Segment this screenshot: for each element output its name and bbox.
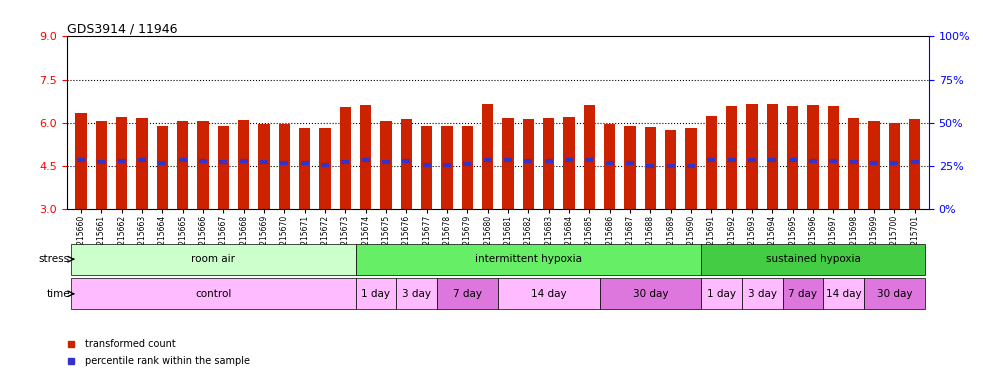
Bar <box>889 123 900 209</box>
Bar <box>701 278 742 309</box>
Text: transformed count: transformed count <box>85 339 175 349</box>
Bar <box>807 105 819 209</box>
Bar <box>502 118 514 209</box>
Bar <box>177 121 189 209</box>
Bar <box>848 118 859 209</box>
Bar <box>259 124 269 209</box>
Bar <box>665 130 676 209</box>
Text: 14 day: 14 day <box>826 289 861 299</box>
Bar <box>909 119 920 209</box>
Bar <box>787 106 798 209</box>
Bar <box>868 121 880 209</box>
Bar <box>706 116 717 209</box>
Text: 3 day: 3 day <box>748 289 777 299</box>
Bar <box>685 128 697 209</box>
Bar <box>624 126 636 209</box>
Bar <box>864 278 925 309</box>
Bar <box>356 244 701 275</box>
Text: intermittent hypoxia: intermittent hypoxia <box>475 254 582 264</box>
Bar <box>356 278 396 309</box>
Text: stress: stress <box>38 254 70 264</box>
Text: 1 day: 1 day <box>707 289 736 299</box>
Text: sustained hypoxia: sustained hypoxia <box>766 254 860 264</box>
Text: GDS3914 / 11946: GDS3914 / 11946 <box>67 22 177 35</box>
Bar <box>396 278 436 309</box>
Text: 7 day: 7 day <box>453 289 482 299</box>
Bar <box>116 117 128 209</box>
Bar <box>279 124 290 209</box>
Bar <box>497 278 600 309</box>
Bar <box>746 104 758 209</box>
Bar <box>137 118 147 209</box>
Bar <box>76 113 87 209</box>
Text: percentile rank within the sample: percentile rank within the sample <box>85 356 250 366</box>
Bar <box>198 121 208 209</box>
Bar <box>218 126 229 209</box>
Text: 1 day: 1 day <box>362 289 390 299</box>
Bar <box>767 104 778 209</box>
Bar <box>726 106 737 209</box>
Text: room air: room air <box>192 254 235 264</box>
Bar <box>340 107 351 209</box>
Text: control: control <box>195 289 231 299</box>
Bar <box>605 124 615 209</box>
Bar <box>71 244 356 275</box>
Bar <box>436 278 497 309</box>
Bar <box>645 127 656 209</box>
Bar <box>828 106 838 209</box>
Bar <box>71 278 356 309</box>
Bar <box>360 105 372 209</box>
Bar <box>95 121 107 209</box>
Text: time: time <box>46 289 70 299</box>
Bar <box>380 121 391 209</box>
Bar <box>563 117 575 209</box>
Bar <box>544 118 554 209</box>
Bar <box>238 120 250 209</box>
Bar <box>584 105 595 209</box>
Bar <box>782 278 823 309</box>
Bar <box>742 278 782 309</box>
Bar <box>299 128 311 209</box>
Text: 3 day: 3 day <box>402 289 432 299</box>
Bar <box>701 244 925 275</box>
Bar <box>319 128 330 209</box>
Bar <box>823 278 864 309</box>
Bar <box>462 126 473 209</box>
Text: 7 day: 7 day <box>788 289 818 299</box>
Bar <box>401 119 412 209</box>
Text: 14 day: 14 day <box>531 289 566 299</box>
Bar <box>157 126 168 209</box>
Bar <box>600 278 701 309</box>
Bar <box>482 104 493 209</box>
Text: 30 day: 30 day <box>633 289 668 299</box>
Bar <box>441 126 452 209</box>
Bar <box>421 126 433 209</box>
Text: 30 day: 30 day <box>877 289 912 299</box>
Bar <box>523 119 534 209</box>
